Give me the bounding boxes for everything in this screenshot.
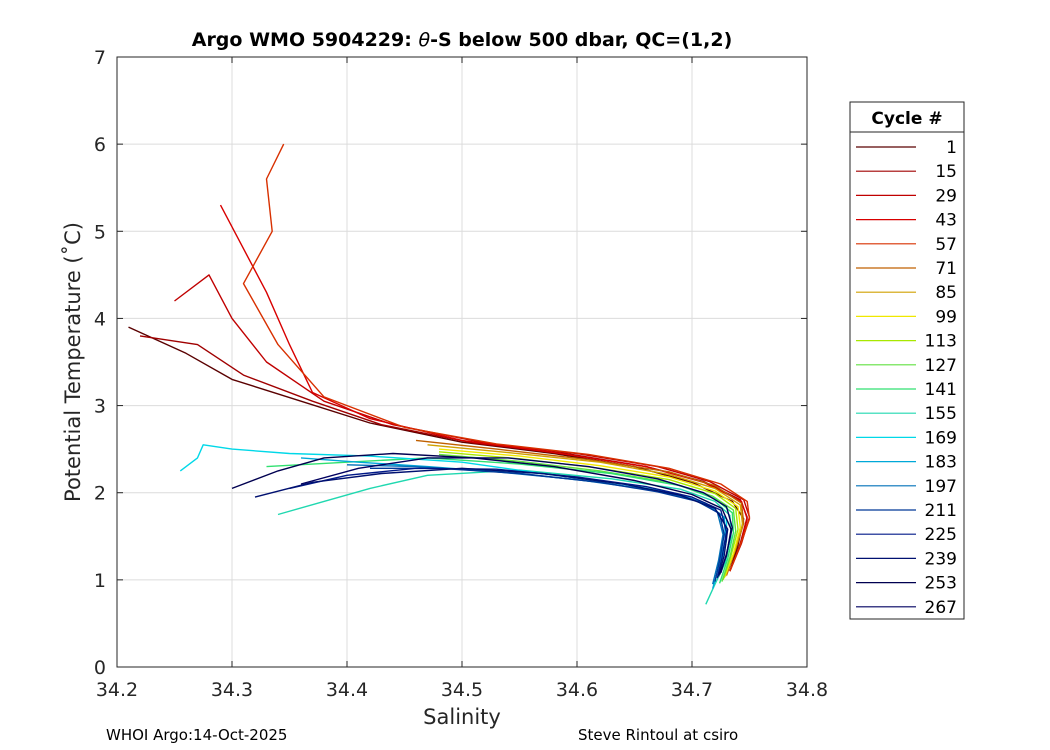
legend-entries: 1 15 29 43 57 71 85 99 113 127 141 155 169 183 197 211 2…	[856, 138, 957, 618]
x-tick-label: 34.6	[556, 679, 598, 701]
series-line-cycle-127	[438, 453, 737, 582]
y-tick-label: 6	[94, 134, 106, 156]
ticks: 34.2 34.3 34.4 34.5 34.6 34.7 34.8 0 1 2 3 4 5 6 7	[94, 47, 828, 701]
series-line-cycle-99	[438, 448, 741, 579]
series-group	[128, 143, 751, 605]
footer-right: Steve Rintoul at csiro	[578, 726, 738, 744]
series-line-cycle-43	[219, 204, 748, 572]
x-axis-label: Salinity	[423, 705, 501, 729]
y-tick-label: 0	[94, 657, 106, 679]
legend-label-113: 113	[925, 332, 957, 352]
legend-label-99: 99	[935, 307, 957, 327]
x-tick-label: 34.7	[671, 679, 713, 701]
legend-label-71: 71	[935, 259, 957, 279]
x-tick-label: 34.3	[211, 679, 253, 701]
series-line-cycle-267	[300, 457, 733, 574]
series-line-cycle-85	[427, 444, 744, 577]
y-tick-label: 4	[94, 308, 106, 330]
series-line-cycle-211	[370, 467, 725, 582]
chart-title: Argo WMO 5904229: θ-S below 500 dbar, QC…	[192, 29, 733, 51]
legend-label-169: 169	[925, 428, 957, 448]
series-line-cycle-225	[289, 467, 728, 579]
legend-label-183: 183	[925, 453, 957, 473]
legend-title: Cycle #	[871, 109, 942, 129]
legend-label-141: 141	[925, 380, 957, 400]
legend-label-15: 15	[935, 162, 957, 182]
legend: Cycle # 1 15 29 43 57 71 85 99 113 127 141 155 169 18…	[849, 101, 965, 620]
y-tick-label: 5	[94, 221, 106, 243]
x-tick-label: 34.5	[441, 679, 483, 701]
legend-label-211: 211	[925, 501, 957, 521]
x-tick-label: 34.4	[326, 679, 368, 701]
y-axis-label: Potential Temperature (˚C)	[61, 222, 85, 502]
x-tick-label: 34.8	[786, 679, 828, 701]
series-line-cycle-239	[254, 467, 729, 577]
legend-label-239: 239	[925, 549, 957, 569]
footer-left: WHOI Argo:14-Oct-2025	[106, 726, 287, 744]
legend-label-85: 85	[935, 283, 957, 303]
x-tick-label: 34.2	[96, 679, 138, 701]
y-tick-label: 7	[94, 47, 106, 69]
legend-label-197: 197	[925, 477, 957, 497]
legend-label-225: 225	[925, 525, 957, 545]
legend-label-127: 127	[925, 356, 957, 376]
legend-label-29: 29	[935, 186, 957, 206]
y-tick-label: 1	[94, 570, 106, 592]
legend-label-57: 57	[935, 235, 957, 255]
legend-label-43: 43	[935, 211, 957, 231]
legend-box	[849, 101, 965, 620]
series-line-cycle-57	[242, 143, 751, 572]
y-tick-label: 3	[94, 396, 106, 418]
series-line-cycle-155	[277, 469, 732, 605]
legend-label-253: 253	[925, 574, 957, 594]
legend-label-155: 155	[925, 404, 957, 424]
y-tick-label: 2	[94, 483, 106, 505]
legend-label-1: 1	[946, 138, 957, 158]
legend-label-267: 267	[925, 598, 957, 618]
